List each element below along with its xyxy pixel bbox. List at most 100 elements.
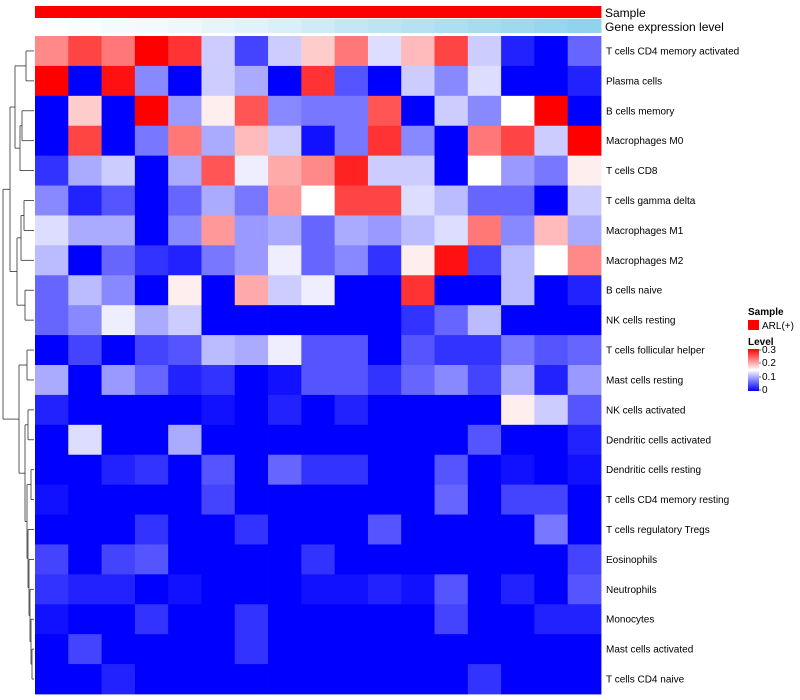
- heatmap-cell: [134, 544, 169, 575]
- heatmap-cell: [567, 424, 602, 456]
- heatmap-cell: [68, 125, 102, 157]
- heatmap-cell: [534, 215, 569, 246]
- heatmap-cell: [334, 634, 369, 665]
- heatmap-cell: [567, 365, 602, 396]
- heatmap-cell: [334, 664, 369, 695]
- heatmap-cell: [134, 634, 169, 665]
- heatmap-cell: [168, 634, 202, 665]
- heatmap-cell: [134, 275, 169, 306]
- heatmap-cell: [334, 365, 369, 396]
- heatmap-cell: [68, 335, 102, 366]
- legend-sample-title: Sample: [748, 307, 784, 318]
- heatmap-cell: [201, 215, 236, 246]
- heatmap-cell: [68, 36, 102, 67]
- expression-annotation-cell: [434, 19, 469, 33]
- heatmap-cell: [534, 544, 569, 575]
- heatmap-cell: [101, 424, 136, 456]
- heatmap-cell: [301, 604, 336, 635]
- heatmap-cell: [434, 544, 469, 575]
- heatmap-cell: [567, 155, 602, 186]
- heatmap-cell: [101, 275, 136, 306]
- legend-level-tick-label: 0: [762, 385, 768, 396]
- heatmap-cell: [401, 484, 435, 515]
- heatmap-cell: [367, 125, 402, 157]
- heatmap-cell: [134, 36, 169, 67]
- legend-level-tick-label: 0.1: [762, 372, 776, 383]
- heatmap-cell: [301, 365, 336, 396]
- heatmap-cell: [334, 394, 369, 426]
- heatmap-cell: [68, 155, 102, 186]
- sample-annotation-cell: [301, 6, 336, 18]
- expression-annotation-cell: [68, 19, 102, 33]
- heatmap-cell: [534, 424, 569, 456]
- heatmap-cell: [367, 275, 402, 306]
- heatmap-cell: [534, 65, 569, 97]
- row-label: NK cells activated: [606, 405, 685, 416]
- heatmap-cell: [467, 185, 502, 216]
- heatmap-cell: [201, 245, 236, 276]
- heatmap-cell: [234, 275, 269, 306]
- expression-annotation-cell: [367, 19, 402, 33]
- heatmap-cell: [68, 514, 102, 545]
- heatmap-cell: [301, 275, 336, 306]
- heatmap-cell: [501, 604, 535, 635]
- row-label: T cells CD4 memory resting: [606, 495, 729, 506]
- heatmap-cell: [101, 365, 136, 396]
- heatmap-cell: [334, 36, 369, 67]
- heatmap-cell: [201, 394, 236, 426]
- heatmap-cell: [467, 574, 502, 605]
- heatmap-cell: [201, 155, 236, 186]
- heatmap-cell: [35, 305, 69, 336]
- heatmap-cell: [567, 95, 602, 127]
- heatmap-cell: [501, 65, 535, 97]
- heatmap-cell: [434, 245, 469, 276]
- heatmap-cell: [467, 664, 502, 695]
- heatmap-cell: [301, 125, 336, 157]
- heatmap-cell: [68, 215, 102, 246]
- heatmap-cell: [101, 574, 136, 605]
- heatmap-cell: [501, 544, 535, 575]
- heatmap-cell: [234, 424, 269, 456]
- heatmap-cell: [467, 424, 502, 456]
- heatmap-cell: [301, 36, 336, 67]
- heatmap-cell: [134, 664, 169, 695]
- heatmap-cell: [401, 634, 435, 665]
- annotation-title-expression: Gene expression level: [605, 20, 724, 34]
- heatmap-cell: [401, 155, 435, 186]
- heatmap-cell: [401, 215, 435, 246]
- legend-sample-swatch: [748, 320, 759, 330]
- heatmap-cell: [434, 125, 469, 157]
- heatmap-cell: [134, 424, 169, 456]
- heatmap-cell: [168, 365, 202, 396]
- heatmap-cell: [134, 365, 169, 396]
- heatmap-cell: [268, 365, 302, 396]
- heatmap-cell: [35, 394, 69, 426]
- sample-annotation-cell: [334, 6, 369, 18]
- heatmap-cell: [434, 275, 469, 306]
- heatmap-cell: [168, 335, 202, 366]
- heatmap-cell: [234, 604, 269, 635]
- sample-annotation-cell: [101, 6, 136, 18]
- row-label: Plasma cells: [606, 76, 662, 87]
- heatmap-cell: [134, 155, 169, 186]
- heatmap-cell: [434, 604, 469, 635]
- heatmap-cell: [567, 125, 602, 157]
- heatmap-cell: [268, 305, 302, 336]
- heatmap-cell: [534, 604, 569, 635]
- heatmap-cell: [301, 514, 336, 545]
- heatmap-cell: [467, 305, 502, 336]
- heatmap-cell: [134, 245, 169, 276]
- heatmap-cell: [334, 604, 369, 635]
- heatmap-cell: [367, 544, 402, 575]
- heatmap-cell: [334, 335, 369, 366]
- heatmap-cell: [201, 574, 236, 605]
- heatmap-cell: [268, 36, 302, 67]
- heatmap-cell: [68, 544, 102, 575]
- heatmap-cell: [534, 155, 569, 186]
- heatmap-cell: [501, 365, 535, 396]
- heatmap-cell: [201, 365, 236, 396]
- heatmap-cell: [334, 544, 369, 575]
- heatmap-cell: [35, 424, 69, 456]
- legend-level-tick-label: 0.3: [762, 345, 776, 356]
- heatmap-cell: [467, 155, 502, 186]
